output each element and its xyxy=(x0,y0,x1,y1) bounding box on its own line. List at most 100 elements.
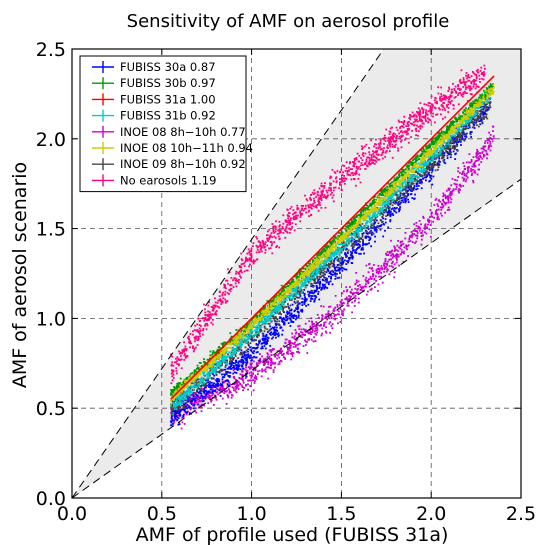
data-point xyxy=(289,227,291,230)
data-point xyxy=(213,374,215,377)
data-point xyxy=(407,132,410,135)
data-point xyxy=(381,151,384,154)
data-point xyxy=(455,138,457,141)
data-point xyxy=(276,320,278,323)
data-point xyxy=(326,279,328,282)
data-point xyxy=(250,252,253,255)
data-point xyxy=(263,358,265,361)
data-point xyxy=(183,410,186,413)
data-point xyxy=(289,350,292,352)
data-point xyxy=(425,174,428,177)
data-point xyxy=(288,227,290,230)
data-point xyxy=(443,102,445,104)
data-point xyxy=(443,145,446,148)
data-point xyxy=(466,77,468,80)
data-point xyxy=(256,331,259,334)
data-point xyxy=(454,183,457,186)
data-point xyxy=(244,355,247,358)
data-point xyxy=(471,126,474,129)
data-point xyxy=(463,177,465,180)
data-point xyxy=(311,295,314,297)
data-point xyxy=(208,314,211,316)
data-point xyxy=(318,202,320,205)
data-point xyxy=(428,163,431,166)
data-point xyxy=(380,224,383,226)
data-point xyxy=(381,206,384,209)
data-point xyxy=(433,162,436,165)
data-point xyxy=(346,170,349,172)
data-point xyxy=(452,82,454,85)
data-point xyxy=(181,352,184,355)
data-point xyxy=(170,421,173,424)
data-point xyxy=(170,363,173,366)
data-point xyxy=(373,264,375,266)
data-point xyxy=(199,385,202,387)
data-point xyxy=(324,315,327,318)
data-point xyxy=(468,122,471,125)
data-point xyxy=(198,387,200,390)
data-point xyxy=(433,163,435,166)
data-point xyxy=(273,241,276,243)
data-point xyxy=(299,331,302,333)
data-point xyxy=(342,241,345,244)
data-point xyxy=(209,381,211,384)
data-point xyxy=(442,155,444,158)
data-point xyxy=(248,258,250,261)
data-point xyxy=(329,182,332,185)
data-point xyxy=(172,422,174,425)
data-point xyxy=(345,177,348,180)
data-point xyxy=(416,179,418,182)
data-point xyxy=(388,150,391,153)
data-point xyxy=(439,200,442,203)
data-point xyxy=(413,229,416,231)
data-point xyxy=(433,204,436,206)
data-point xyxy=(430,171,433,174)
data-point xyxy=(267,353,270,356)
data-point xyxy=(432,161,435,164)
data-point xyxy=(266,336,269,339)
data-point xyxy=(184,353,186,355)
data-point xyxy=(225,402,228,405)
data-point xyxy=(485,150,488,152)
data-point xyxy=(326,318,329,321)
data-point xyxy=(285,225,288,228)
data-point xyxy=(489,101,492,103)
data-point xyxy=(438,156,440,158)
data-point xyxy=(352,243,354,246)
data-point xyxy=(377,142,380,145)
data-point xyxy=(462,80,465,83)
data-point xyxy=(417,125,420,128)
data-point xyxy=(210,384,213,387)
data-point xyxy=(194,399,197,402)
data-point xyxy=(176,416,179,419)
data-point xyxy=(325,264,328,267)
data-point xyxy=(175,409,178,412)
data-point xyxy=(318,201,321,203)
data-point xyxy=(368,262,371,265)
data-point xyxy=(427,223,429,226)
data-point xyxy=(318,278,321,280)
data-point xyxy=(341,177,344,179)
data-point xyxy=(189,400,192,403)
data-point xyxy=(420,120,423,123)
data-point xyxy=(262,244,265,247)
data-point xyxy=(336,170,339,172)
data-point xyxy=(263,341,265,344)
data-point xyxy=(349,296,352,299)
data-point xyxy=(304,204,307,207)
data-point xyxy=(278,356,281,359)
data-point xyxy=(353,162,356,165)
data-point xyxy=(375,138,377,141)
data-point xyxy=(465,172,468,175)
data-point xyxy=(212,306,215,309)
data-point xyxy=(452,150,455,153)
data-point xyxy=(345,286,348,289)
data-point xyxy=(230,364,233,366)
data-point xyxy=(465,122,468,125)
data-point xyxy=(448,96,451,98)
data-point xyxy=(288,339,291,342)
data-point xyxy=(285,316,287,319)
data-point xyxy=(290,352,292,355)
data-point xyxy=(192,395,195,398)
